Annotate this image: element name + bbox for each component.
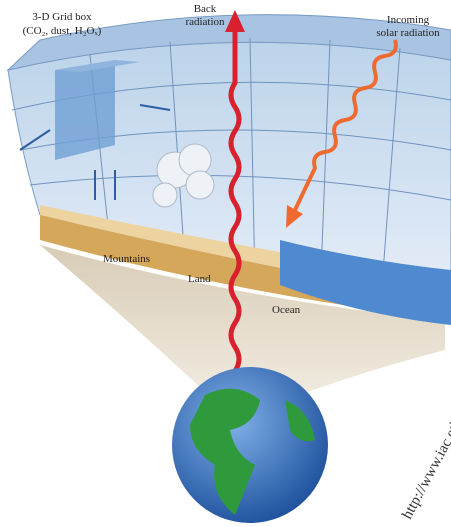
grid-box-top bbox=[55, 60, 140, 72]
label: solar radiation bbox=[376, 27, 440, 39]
solar-radiation-arrowhead bbox=[286, 205, 303, 228]
continent bbox=[190, 388, 260, 515]
label: Land bbox=[188, 273, 211, 285]
cloud bbox=[152, 143, 215, 208]
label: Mountains bbox=[103, 253, 150, 265]
label: radiation bbox=[185, 16, 225, 28]
flow-arrows bbox=[19, 104, 171, 200]
label: Back bbox=[194, 3, 217, 15]
label: 3-D Grid box bbox=[32, 11, 92, 23]
grid-box bbox=[55, 60, 115, 160]
label: Incoming bbox=[387, 14, 430, 26]
label: Ocean bbox=[272, 304, 301, 316]
solar-radiation-arrow bbox=[293, 39, 398, 211]
back-radiation-arrow bbox=[228, 30, 242, 397]
label: (CO₂, dust, H₂Oₓ) bbox=[23, 25, 102, 37]
ocean bbox=[280, 240, 451, 325]
back-radiation-arrowhead bbox=[225, 10, 245, 32]
watermark: http://www.iac.ethz bbox=[399, 410, 451, 521]
continent bbox=[285, 400, 315, 442]
ground bbox=[40, 245, 445, 420]
